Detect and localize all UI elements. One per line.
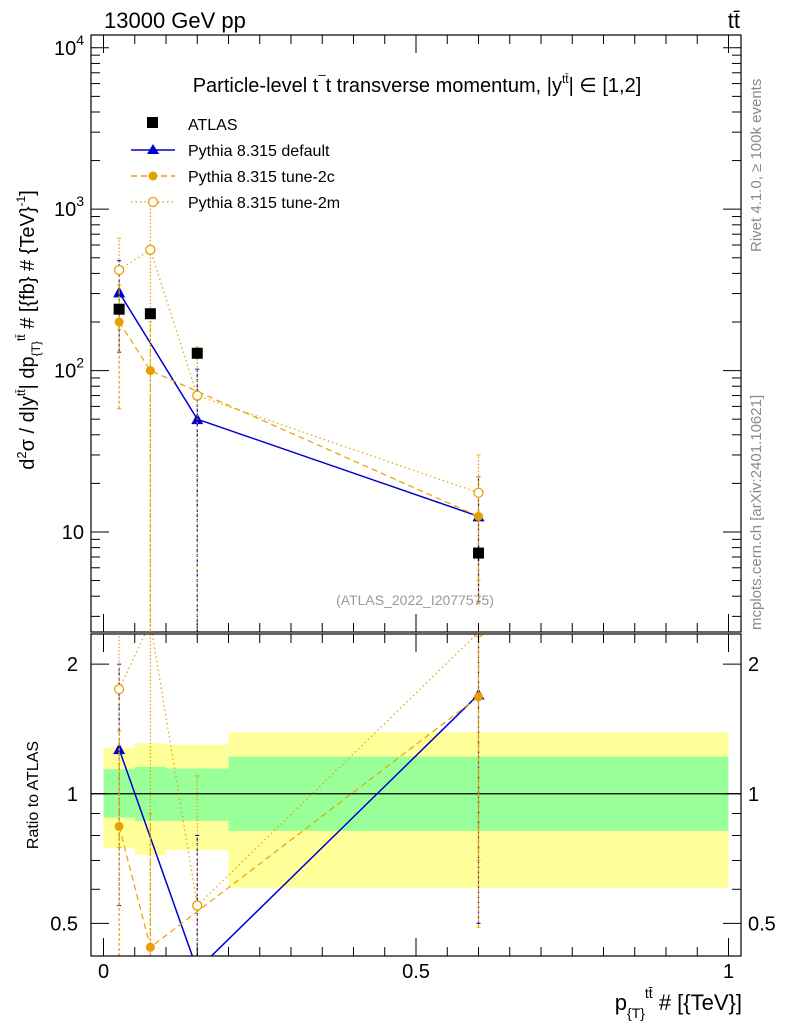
mcplots-label: mcplots.cern.ch [arXiv:2401.10621] [748, 395, 765, 630]
ratio-xtick-label: 0.5 [402, 961, 430, 983]
legend: ATLAS Pythia 8.315 default Pythia 8.315 … [131, 117, 340, 212]
ratio-ytick-label-right: 2 [748, 654, 759, 676]
ratio-tune2m-point [192, 900, 203, 911]
legend-marker-atlas [147, 117, 158, 128]
legend-marker-tune2m [147, 196, 159, 208]
main-default-line [118, 292, 479, 518]
main-tune2m-point [473, 487, 484, 498]
legend-label-tune2c: Pythia 8.315 tune-2c [188, 169, 335, 186]
ratio-tune2m-line [118, 634, 478, 907]
legend-label-atlas: ATLAS [188, 117, 238, 134]
main-tune2m-line [118, 248, 479, 494]
analysis-watermark: (ATLAS_2022_I2077575) [336, 592, 494, 608]
main-tune2m-point [113, 264, 125, 276]
ratio-ytick-label-left: 0.5 [50, 913, 78, 935]
legend-label-default: Pythia 8.315 default [188, 143, 330, 160]
ratio-ytick-label-right: 1 [748, 784, 759, 806]
ratio-ylabel: Ratio to ATLAS [25, 741, 42, 849]
ratio-ytick-label-left: 2 [67, 654, 78, 676]
xlabel: p{T}tt̄ # [{TeV}] [615, 985, 742, 1021]
ratio-tune2c-point [474, 692, 483, 702]
ratio-series-group [113, 634, 485, 975]
chart-title: Particle-level t–t transverse momentum, … [193, 67, 642, 97]
main-ytick-label: 103 [54, 193, 84, 221]
legend-marker-default [147, 144, 159, 154]
main-atlas-point [473, 547, 484, 559]
ratio-tune2c-point [145, 942, 155, 952]
ratio-default-point [191, 964, 203, 975]
main-tune2m-point [192, 390, 203, 401]
main-ytick-label: 104 [54, 32, 84, 60]
ratio-xtick-label: 0 [98, 961, 109, 983]
ratio-default-line [118, 694, 480, 956]
main-tune2m-point [145, 244, 156, 255]
main-atlas-point [113, 303, 125, 315]
main-ytick-label: 102 [54, 355, 84, 383]
process-label: tt̄ [728, 8, 740, 33]
ratio-ytick-label-left: 1 [67, 784, 78, 806]
main-ytick-label: 10 [62, 522, 84, 544]
main-tune2c-line [118, 321, 479, 517]
ratio-xtick-label: 1 [723, 961, 734, 983]
ratio-ytick-label-right: 0.5 [748, 913, 776, 935]
ratio-tune2m-point [113, 683, 125, 695]
main-atlas-point [144, 308, 156, 320]
legend-marker-tune2c [148, 171, 158, 181]
main-series-group [113, 198, 485, 632]
main-atlas-point [191, 347, 203, 359]
energy-label: 13000 GeV pp [104, 8, 246, 33]
legend-label-tune2m: Pythia 8.315 tune-2m [188, 195, 340, 212]
main-ylabel: d2σ / d|ytt̄| dp{T}tt̄ # [{fb} # {TeV}-1… [14, 190, 43, 470]
ratio-axis-ticks: 0.5 0.5 1 1 2 2 0 0.5 1 [50, 634, 776, 983]
main-axis-ticks: 10 102 103 104 [54, 32, 741, 632]
rivet-label: Rivet 4.1.0, ≥ 100k events [748, 79, 765, 252]
